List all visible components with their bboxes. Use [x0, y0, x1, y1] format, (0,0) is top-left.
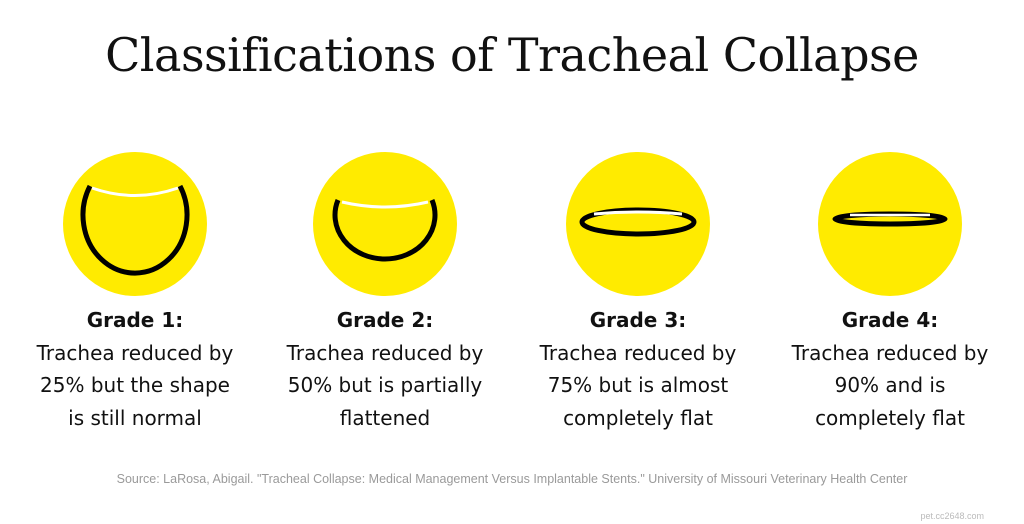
grade-description: 75% but is almost [547, 373, 729, 397]
grade-description: Trachea reduced by [286, 340, 484, 365]
watermark: pet.cc2648.com [920, 511, 984, 521]
grade-column: Grade 2: Trachea reduced by 50% but is par… [260, 304, 510, 434]
grade-description: 50% but is partially [287, 373, 483, 397]
grade-column: Grade 4: Trachea reduced by 90% and is comp… [765, 304, 1015, 434]
grade-description: completely flat [563, 405, 713, 430]
grade-column: Grade 1: Trachea reduced by 25% but the sh… [10, 304, 260, 434]
grade-description: 90% and is [834, 373, 946, 397]
grade-description: is still normal [68, 405, 202, 430]
grade-description: Trachea reduced by [36, 340, 234, 365]
grade-3-icon [566, 152, 710, 296]
grade-heading: Grade 2: [336, 308, 434, 332]
grade-description: Trachea reduced by [539, 340, 737, 365]
grade-description: completely flat [815, 405, 965, 430]
grade-column: Grade 3: Trachea reduced by 75% but is alm… [513, 304, 763, 434]
grade-4-icon [818, 152, 962, 296]
grade-heading: Grade 4: [841, 308, 939, 332]
grade-description: 25% but the shape [40, 373, 230, 397]
grade-heading: Grade 3: [589, 308, 687, 332]
grade-heading: Grade 1: [86, 308, 184, 332]
source: Source: LaRosa, Abigail. "Tracheal Colla… [116, 472, 908, 486]
grade-1-icon [63, 152, 207, 296]
title: Classifications of Tracheal Collapse [105, 28, 919, 82]
grade-description: flattened [339, 405, 431, 430]
grade-description: Trachea reduced by [791, 340, 989, 365]
grade-2-icon [313, 152, 457, 296]
